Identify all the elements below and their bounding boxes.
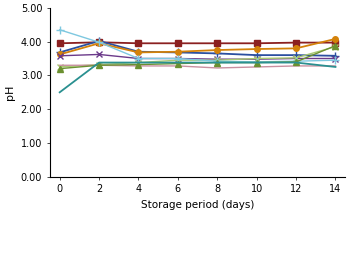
기타 재렄1 bbox=[294, 60, 298, 63]
Line: 백미1: 백미1 bbox=[57, 40, 338, 46]
백미+소덕분 1 bbox=[58, 54, 62, 57]
Line: 백미+전분달 1: 백미+전분달 1 bbox=[56, 25, 340, 66]
백미+소덕분 1 bbox=[176, 57, 180, 60]
백미3 bbox=[136, 51, 141, 54]
백미+소덕분 1 bbox=[97, 53, 101, 56]
기타 재렄2 bbox=[294, 61, 298, 64]
백미1 bbox=[255, 42, 259, 45]
백미2 bbox=[58, 51, 62, 54]
백미+소덕분 1 bbox=[255, 58, 259, 61]
백미+소덕분 2 bbox=[294, 56, 298, 59]
기타 재렄2 bbox=[58, 91, 62, 94]
백미+전분달 2 bbox=[255, 65, 259, 68]
백미+전분달 1 bbox=[294, 60, 298, 63]
기타 재렄2 bbox=[136, 61, 141, 64]
백미+전분달 1 bbox=[255, 60, 259, 63]
백미3 bbox=[333, 37, 337, 41]
기타 재렄2 bbox=[97, 61, 101, 64]
백미+전분달 1 bbox=[176, 57, 180, 60]
백미1 bbox=[58, 42, 62, 45]
백미+전분달 2 bbox=[215, 66, 219, 69]
기타 재렄1 bbox=[215, 61, 219, 64]
백미+소덕분 2 bbox=[333, 45, 337, 48]
백미1 bbox=[215, 42, 219, 45]
Line: 백미2: 백미2 bbox=[56, 37, 340, 60]
기타 재렄1 bbox=[255, 61, 259, 64]
백미+전분달 1 bbox=[136, 57, 141, 60]
기타 재렄1 bbox=[58, 67, 62, 70]
백미3 bbox=[176, 50, 180, 53]
백미+전분달 1 bbox=[97, 41, 101, 44]
백미+소덕분 2 bbox=[176, 58, 180, 62]
백미+소덕분 1 bbox=[215, 58, 219, 61]
백미3 bbox=[255, 48, 259, 51]
Line: 기타 재렄2: 기타 재렄2 bbox=[60, 63, 335, 92]
백미1 bbox=[97, 41, 101, 44]
기타 재렄1 bbox=[97, 64, 101, 67]
백미+소덕분 2 bbox=[136, 61, 141, 64]
백미+전분달 2 bbox=[58, 64, 62, 67]
기타 재렄1 bbox=[333, 44, 337, 47]
백미+전분달 1 bbox=[215, 60, 219, 63]
기타 재렄2 bbox=[215, 61, 219, 64]
백미3 bbox=[294, 47, 298, 50]
X-axis label: Storage period (days): Storage period (days) bbox=[141, 200, 254, 210]
백미+전분달 2 bbox=[176, 64, 180, 68]
기타 재렄1 bbox=[176, 62, 180, 65]
Y-axis label: pH: pH bbox=[5, 84, 15, 100]
기타 재렄1 bbox=[136, 63, 141, 66]
Line: 백미+전분달 2: 백미+전분달 2 bbox=[60, 65, 335, 68]
백미+소덕분 1 bbox=[333, 57, 337, 60]
백미2 bbox=[176, 51, 180, 54]
백미3 bbox=[215, 48, 219, 51]
백미+소덕분 2 bbox=[58, 65, 62, 68]
백미+소덕분 1 bbox=[294, 57, 298, 60]
백미2 bbox=[136, 50, 141, 53]
Line: 백미3: 백미3 bbox=[57, 36, 338, 57]
기타 재렄2 bbox=[176, 61, 180, 64]
Line: 백미+소덕분 1: 백미+소덕분 1 bbox=[57, 52, 338, 62]
백미+전분달 2 bbox=[136, 64, 141, 68]
백미+소덕분 2 bbox=[255, 57, 259, 60]
백미1 bbox=[176, 42, 180, 45]
Line: 백미+소덕분 2: 백미+소덕분 2 bbox=[57, 44, 338, 70]
Line: 기타 재렄1: 기타 재렄1 bbox=[57, 43, 338, 72]
백미+전분달 2 bbox=[333, 64, 337, 68]
백미+소덕분 2 bbox=[97, 63, 101, 66]
백미2 bbox=[333, 54, 337, 57]
백미2 bbox=[294, 54, 298, 57]
백미1 bbox=[333, 41, 337, 44]
백미3 bbox=[58, 53, 62, 56]
백미2 bbox=[97, 39, 101, 42]
백미+전분달 1 bbox=[58, 28, 62, 31]
기타 재렄2 bbox=[255, 61, 259, 64]
백미+전분달 1 bbox=[333, 58, 337, 62]
백미+소덕분 2 bbox=[215, 58, 219, 62]
백미2 bbox=[215, 52, 219, 55]
백미+소덕분 1 bbox=[136, 57, 141, 60]
백미+전분달 2 bbox=[97, 64, 101, 67]
백미1 bbox=[294, 41, 298, 44]
백미+전분달 2 bbox=[294, 64, 298, 68]
백미2 bbox=[255, 54, 259, 57]
기타 재렄2 bbox=[333, 65, 337, 68]
백미1 bbox=[136, 42, 141, 45]
백미3 bbox=[97, 42, 101, 45]
